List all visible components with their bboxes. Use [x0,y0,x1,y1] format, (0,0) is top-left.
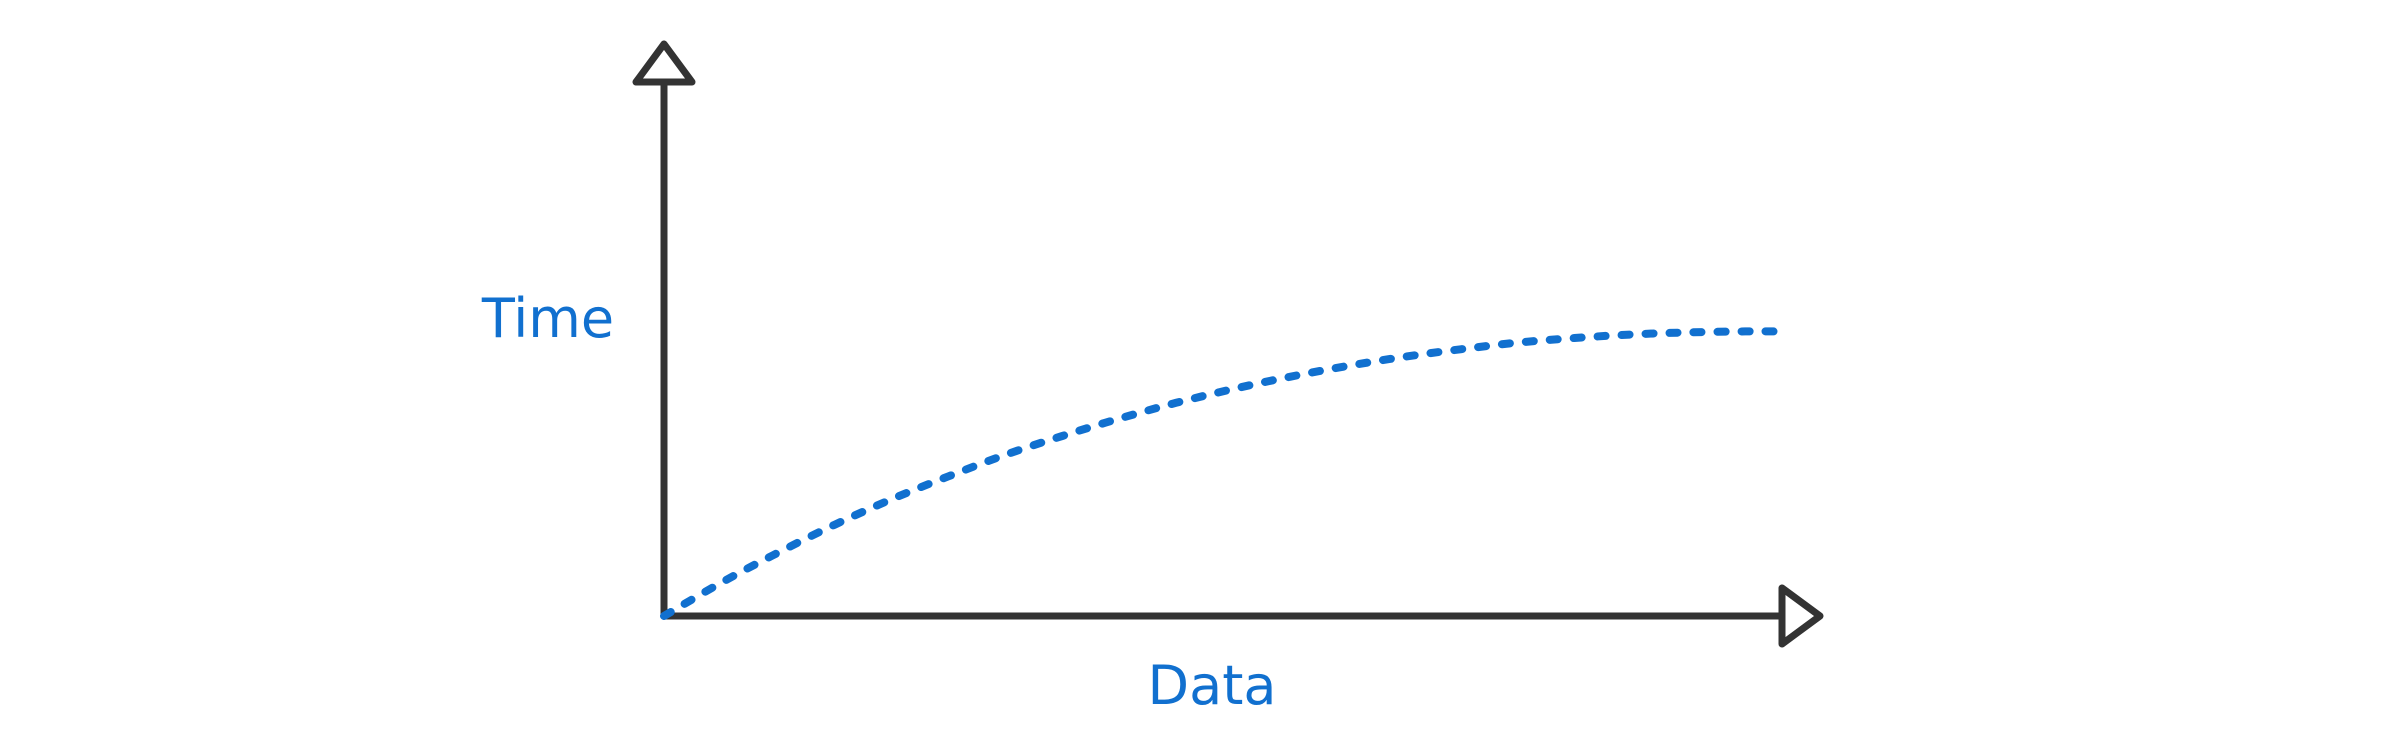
x-axis-label: Data [1148,654,1277,717]
series-layer [660,327,1784,620]
y-axis-label: Time [481,287,614,350]
y-axis-arrow-icon [632,40,696,86]
x-axis-arrow-icon [1778,584,1824,648]
series-line-0 [660,327,1784,620]
